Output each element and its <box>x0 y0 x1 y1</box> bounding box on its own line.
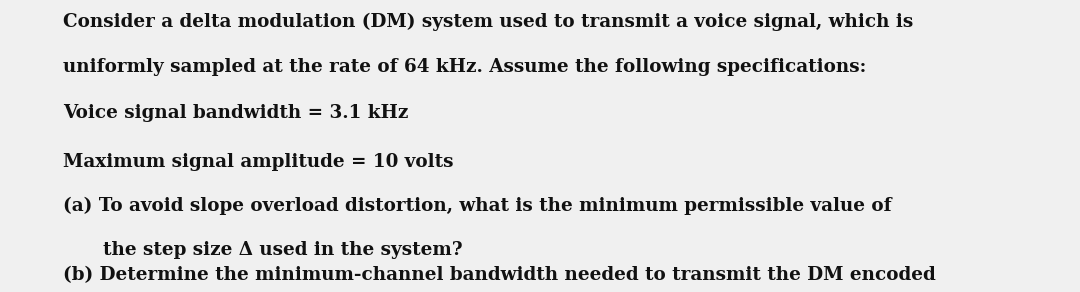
Text: Voice signal bandwidth = 3.1 kHz: Voice signal bandwidth = 3.1 kHz <box>63 104 408 122</box>
Text: the step size Δ used in the system?: the step size Δ used in the system? <box>103 241 462 259</box>
Text: (b) Determine the minimum-channel bandwidth needed to transmit the DM encoded: (b) Determine the minimum-channel bandwi… <box>63 266 935 284</box>
Text: Consider a delta modulation (DM) system used to transmit a voice signal, which i: Consider a delta modulation (DM) system … <box>63 13 913 32</box>
Text: uniformly sampled at the rate of 64 kHz. Assume the following specifications:: uniformly sampled at the rate of 64 kHz.… <box>63 58 866 77</box>
Text: Maximum signal amplitude = 10 volts: Maximum signal amplitude = 10 volts <box>63 153 454 171</box>
Text: (a) To avoid slope overload distortion, what is the minimum permissible value of: (a) To avoid slope overload distortion, … <box>63 197 891 215</box>
